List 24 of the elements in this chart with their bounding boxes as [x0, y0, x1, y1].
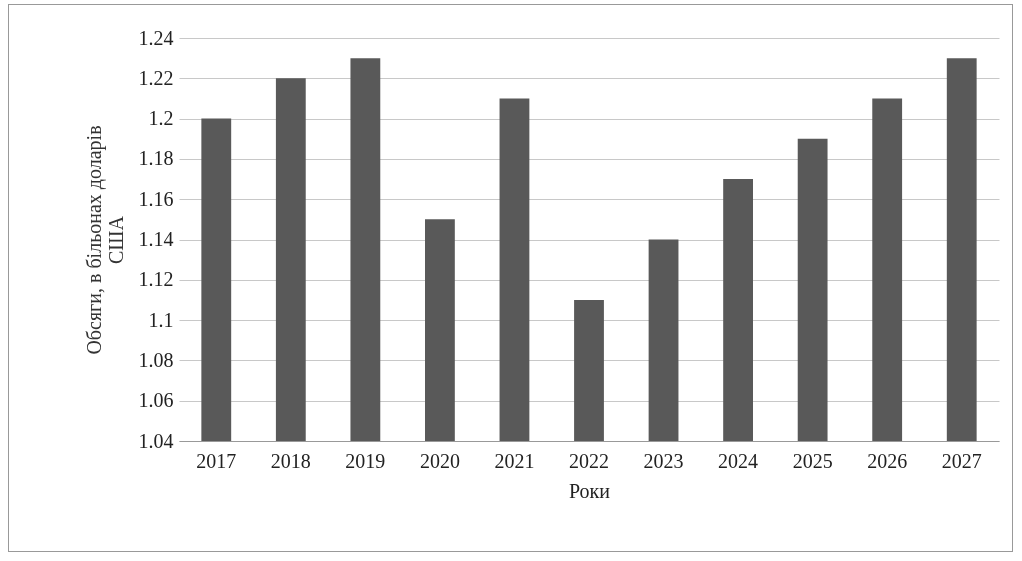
x-tick-label: 2026 — [867, 449, 908, 472]
x-tick-label: 2023 — [643, 449, 684, 472]
x-tick-label: 2019 — [345, 449, 386, 472]
x-tick-label: 2022 — [569, 449, 609, 472]
y-tick-label: 1.04 — [138, 429, 174, 452]
x-tick-label: 2018 — [270, 449, 311, 472]
x-tick-label: 2024 — [718, 449, 759, 472]
y-tick-label: 1.18 — [138, 147, 174, 170]
x-tick-label: 2020 — [419, 449, 460, 472]
x-tick-label: 2027 — [941, 449, 982, 472]
y-tick-label: 1.08 — [138, 348, 174, 371]
y-tick-label: 1.06 — [138, 389, 174, 412]
y-tick-label: 1.2 — [148, 107, 174, 130]
y-tick-label: 1.1 — [148, 308, 174, 331]
y-axis-title: Обсяги, в більонах доларів США — [82, 125, 127, 355]
y-tick-label: 1.12 — [138, 268, 174, 291]
x-axis-title: Роки — [568, 479, 611, 502]
y-tick-label: 1.14 — [138, 228, 174, 250]
x-tick-label: 2021 — [494, 449, 535, 472]
x-tick-label: 2017 — [196, 449, 237, 472]
y-tick-label: 1.22 — [138, 66, 174, 89]
x-tick-label: 2025 — [792, 449, 833, 472]
y-tick-label: 1.16 — [138, 187, 174, 210]
y-tick-label: 1.24 — [138, 26, 174, 49]
